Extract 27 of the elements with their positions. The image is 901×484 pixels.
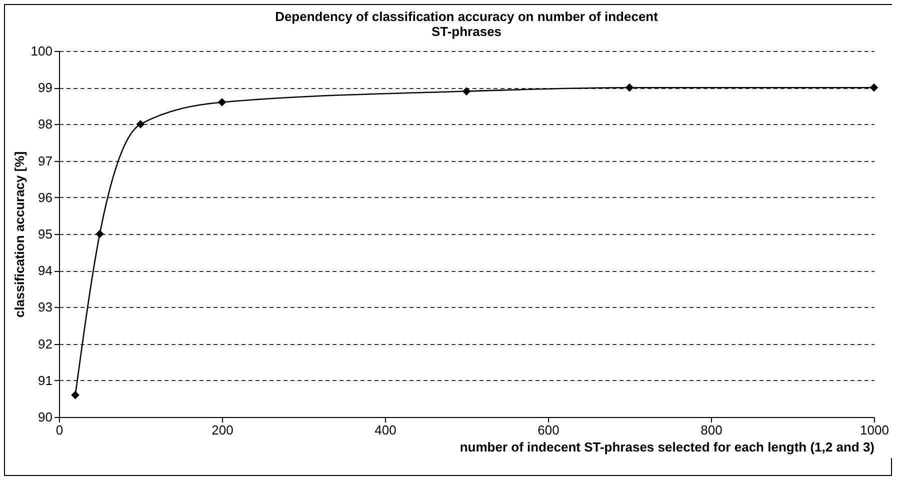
y-tick-label: 99 (38, 80, 52, 96)
y-tick-label: 98 (38, 116, 52, 132)
y-axis-title: classification accuracy [%] (12, 151, 27, 318)
x-tick-label: 600 (538, 422, 560, 438)
y-tick-label: 94 (38, 263, 52, 278)
y-tick-label: 90 (38, 410, 52, 424)
point (136, 120, 145, 128)
x-axis-title: number of indecent ST-phrases selected for each length (1,2 and 3) (460, 440, 874, 454)
x-tick-label: 800 (700, 422, 722, 438)
chart-title: Dependency of classification accuracy on number of indecent ST-phrases (275, 9, 659, 39)
y-tick-label: 95 (38, 226, 52, 242)
point (870, 83, 878, 92)
point (462, 87, 471, 96)
y-tick-label: 91 (38, 372, 52, 388)
y-tick-label: 92 (38, 336, 52, 352)
point (96, 230, 104, 238)
y-tick-label: 100 (30, 44, 52, 58)
x-tick-label: 200 (212, 422, 234, 438)
x-tick-label: 1000 (860, 422, 889, 438)
point (218, 98, 226, 106)
point (625, 83, 634, 92)
y-tick-label: 96 (38, 190, 52, 205)
x-tick-label: 400 (374, 422, 396, 438)
y-tick-label: 93 (38, 300, 52, 315)
point (71, 390, 80, 400)
y-tick-label: 97 (38, 153, 52, 168)
x-tick-label: 0 (56, 422, 64, 438)
